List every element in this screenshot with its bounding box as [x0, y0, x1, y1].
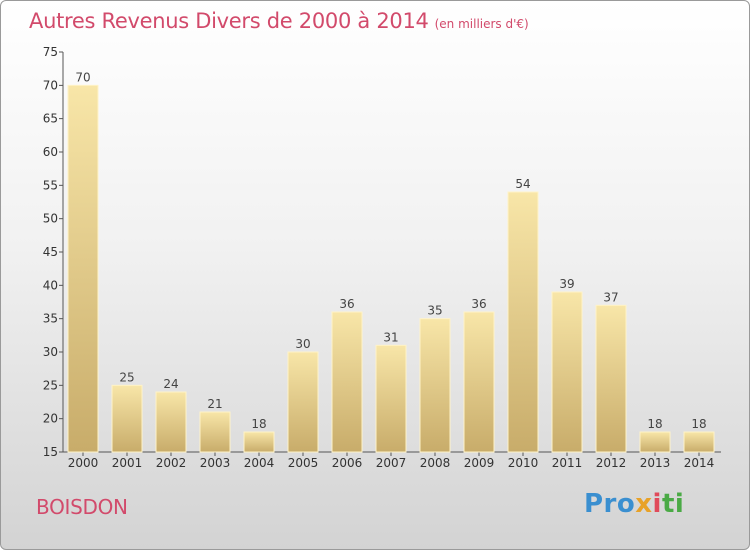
commune-name: BOISDON — [36, 495, 128, 519]
y-tick-label: 25 — [43, 378, 58, 392]
y-tick-label: 20 — [43, 412, 58, 426]
bar — [507, 191, 539, 453]
x-tick-label: 2006 — [332, 456, 363, 470]
x-tick-label: 2007 — [376, 456, 407, 470]
logo-part-4: ti — [661, 489, 685, 519]
bar — [551, 291, 583, 453]
chart-title: Autres Revenus Divers de 2000 à 2014 (en … — [29, 9, 529, 33]
y-tick-label: 60 — [43, 145, 58, 159]
logo-part-3: i — [652, 489, 662, 519]
logo-part-2: x — [635, 489, 653, 519]
bar — [639, 431, 671, 453]
bar — [331, 311, 363, 453]
y-tick-label: 50 — [43, 212, 58, 226]
logo-part-1: Pro — [584, 489, 636, 519]
data-label: 18 — [251, 417, 266, 431]
data-label: 24 — [163, 377, 178, 391]
bar — [199, 411, 231, 453]
bar — [67, 84, 99, 453]
x-tick-label: 2010 — [508, 456, 539, 470]
x-tick-label: 2011 — [552, 456, 583, 470]
data-label: 18 — [647, 417, 662, 431]
x-tick-label: 2008 — [420, 456, 451, 470]
bar — [419, 318, 451, 453]
data-label: 36 — [471, 297, 486, 311]
y-tick-label: 30 — [43, 345, 58, 359]
y-tick-label: 35 — [43, 312, 58, 326]
bar — [287, 351, 319, 453]
data-label: 70 — [75, 70, 90, 84]
bar — [111, 384, 143, 453]
y-tick-label: 70 — [43, 78, 58, 92]
x-tick-label: 2005 — [288, 456, 319, 470]
y-tick-label: 45 — [43, 245, 58, 259]
data-label: 39 — [559, 277, 574, 291]
x-tick-label: 2014 — [684, 456, 715, 470]
bar — [375, 344, 407, 453]
bar — [683, 431, 715, 453]
data-label: 18 — [691, 417, 706, 431]
y-tick-label: 55 — [43, 178, 58, 192]
y-tick-label: 65 — [43, 112, 58, 126]
bar — [463, 311, 495, 453]
data-label: 35 — [427, 304, 442, 318]
data-label: 30 — [295, 337, 310, 351]
x-tick-label: 2013 — [640, 456, 671, 470]
y-tick-label: 40 — [43, 278, 58, 292]
data-label: 31 — [383, 330, 398, 344]
axes: 15 20 25 30 35 40 45 50 55 60 65 70 75 2000 2001 2002 20… — [43, 45, 721, 470]
x-tick-label: 2009 — [464, 456, 495, 470]
data-label: 54 — [515, 177, 530, 191]
x-tick-label: 2000 — [68, 456, 99, 470]
y-tick-label: 75 — [43, 45, 58, 59]
data-label: 25 — [119, 370, 134, 384]
bar — [243, 431, 275, 453]
bar — [595, 304, 627, 453]
y-tick-label: 15 — [43, 445, 58, 459]
x-tick-label: 2012 — [596, 456, 627, 470]
value-labels: 70 25 24 21 18 30 36 31 35 36 54 39 37 18 18 — [75, 70, 706, 431]
data-label: 21 — [207, 397, 222, 411]
bars — [67, 84, 715, 453]
data-label: 36 — [339, 297, 354, 311]
chart-subtitle: (en milliers d'€) — [434, 17, 529, 31]
x-tick-label: 2002 — [156, 456, 187, 470]
bar — [155, 391, 187, 453]
proxiti-logo: Proxiti — [584, 489, 684, 519]
title-text: Autres Revenus Divers de 2000 à 2014 — [29, 9, 429, 33]
x-tick-label: 2004 — [244, 456, 275, 470]
data-label: 37 — [603, 290, 618, 304]
x-tick-label: 2003 — [200, 456, 231, 470]
x-tick-label: 2001 — [112, 456, 143, 470]
